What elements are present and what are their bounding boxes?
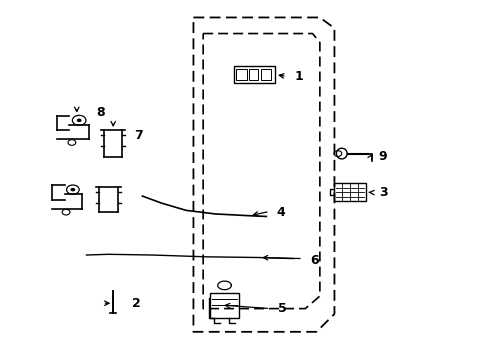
Text: 6: 6 bbox=[310, 254, 319, 267]
Bar bbox=[233, 66, 275, 83]
Circle shape bbox=[70, 188, 75, 192]
Text: 9: 9 bbox=[377, 150, 386, 163]
Bar bbox=[333, 183, 365, 202]
Text: 8: 8 bbox=[96, 105, 104, 119]
Text: 3: 3 bbox=[379, 186, 387, 199]
Bar bbox=[260, 69, 271, 80]
Bar bbox=[236, 69, 246, 80]
Text: 7: 7 bbox=[133, 129, 142, 142]
Circle shape bbox=[77, 118, 81, 122]
Text: 2: 2 bbox=[131, 297, 140, 310]
Bar bbox=[249, 69, 258, 80]
Text: 4: 4 bbox=[276, 206, 285, 219]
Bar bbox=[210, 293, 238, 318]
Text: 5: 5 bbox=[277, 302, 286, 315]
Text: 1: 1 bbox=[293, 70, 302, 83]
